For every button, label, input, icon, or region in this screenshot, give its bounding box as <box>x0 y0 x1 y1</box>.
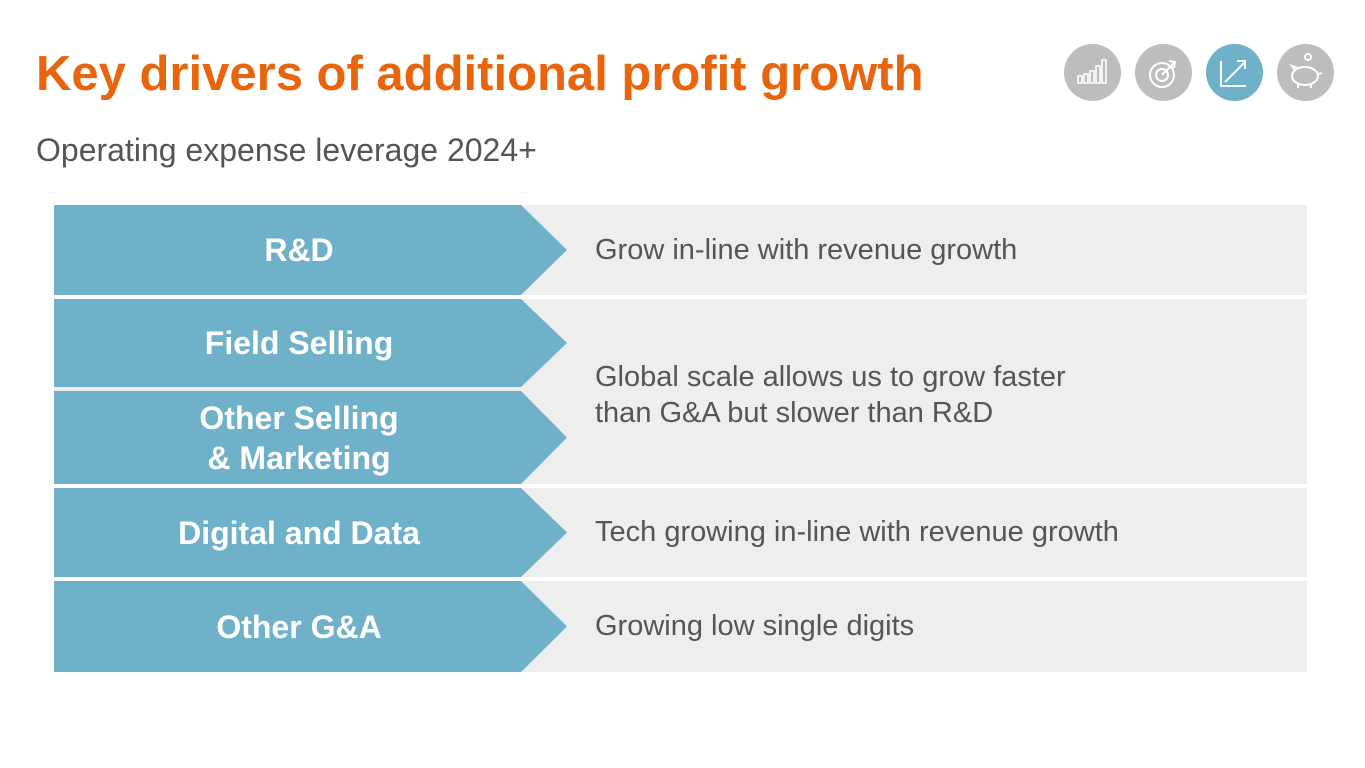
growth-arrow-icon[interactable] <box>1206 44 1263 101</box>
driver-label: Digital and Data <box>178 514 420 551</box>
driver-label-line1: Other Selling <box>199 399 399 436</box>
slide-title: Key drivers of additional profit growth <box>36 47 924 101</box>
driver-other-selling-marketing: Other Selling & Marketing <box>54 391 567 484</box>
driver-label: Other G&A <box>216 608 382 645</box>
target-icon[interactable] <box>1135 44 1192 101</box>
driver-label: R&D <box>264 232 334 268</box>
driver-field-selling: Field Selling <box>54 299 567 387</box>
driver-other-ga: Other G&A <box>54 581 567 672</box>
driver-digital-data: Digital and Data <box>54 488 567 577</box>
description-rnd: Grow in-line with revenue growth <box>595 234 1018 266</box>
description-line1: Global scale allows us to grow faster <box>595 361 1066 393</box>
driver-label-line2: & Marketing <box>207 439 391 476</box>
slide-subtitle: Operating expense leverage 2024+ <box>36 132 537 168</box>
bar-chart-icon[interactable] <box>1064 44 1121 101</box>
driver-label: Other Selling & Marketing <box>54 391 544 484</box>
description-selling: Global scale allows us to grow faster th… <box>595 359 1066 431</box>
description-line2: than G&A but slower than R&D <box>595 397 994 429</box>
description-digital: Tech growing in-line with revenue growth <box>595 516 1119 548</box>
driver-label: Field Selling <box>204 325 394 361</box>
piggy-bank-icon[interactable] <box>1277 44 1334 101</box>
description-ga: Growing low single digits <box>595 610 915 642</box>
driver-rnd: R&D <box>54 205 567 295</box>
